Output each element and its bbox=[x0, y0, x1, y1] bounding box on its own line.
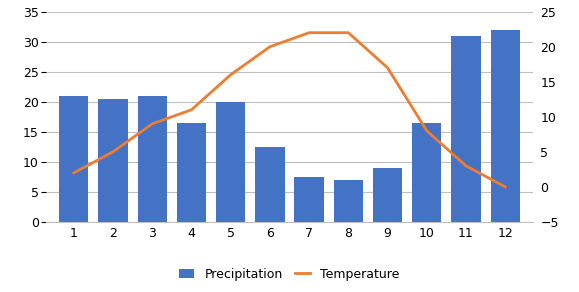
Bar bbox=[98, 99, 128, 222]
Bar bbox=[490, 30, 520, 222]
Legend: Precipitation, Temperature: Precipitation, Temperature bbox=[174, 263, 405, 286]
Bar bbox=[138, 96, 167, 222]
Temperature bbox=[188, 108, 195, 112]
Temperature bbox=[266, 45, 273, 48]
Temperature bbox=[423, 129, 430, 133]
Temperature bbox=[149, 122, 156, 126]
Bar bbox=[334, 180, 363, 222]
Temperature bbox=[306, 31, 313, 34]
Bar bbox=[373, 168, 402, 222]
Bar bbox=[412, 123, 442, 222]
Temperature bbox=[70, 171, 77, 175]
Temperature bbox=[227, 73, 234, 77]
Temperature bbox=[384, 66, 391, 69]
Bar bbox=[59, 96, 89, 222]
Temperature bbox=[502, 185, 509, 189]
Bar bbox=[255, 147, 285, 222]
Temperature bbox=[345, 31, 352, 34]
Bar bbox=[294, 177, 324, 222]
Bar bbox=[451, 36, 481, 222]
Bar bbox=[216, 102, 245, 222]
Temperature bbox=[463, 164, 470, 168]
Bar bbox=[177, 123, 206, 222]
Temperature bbox=[109, 150, 116, 154]
Line: Temperature: Temperature bbox=[74, 33, 505, 187]
